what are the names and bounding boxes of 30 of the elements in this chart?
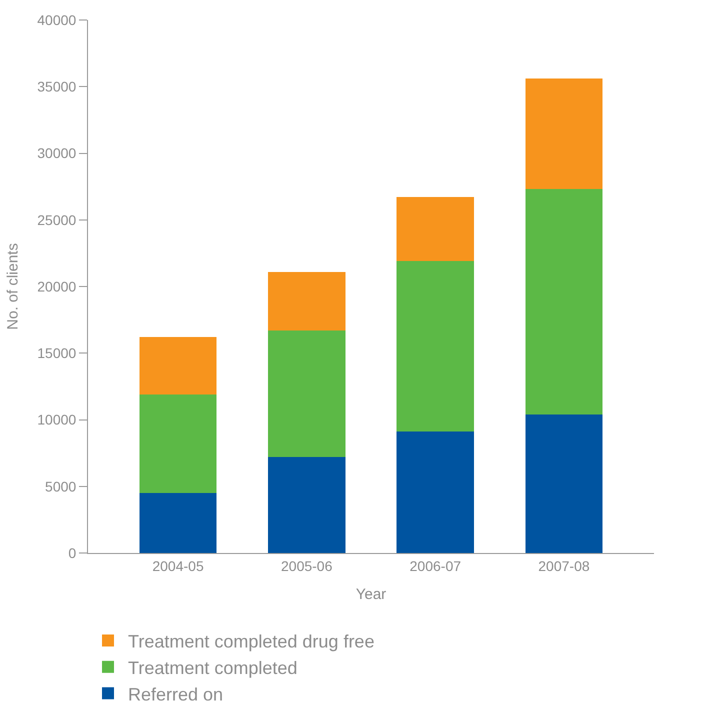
bar bbox=[268, 272, 346, 330]
legend-label: Referred on bbox=[128, 684, 224, 704]
bar bbox=[396, 261, 474, 432]
y-axis-title: No. of clients bbox=[4, 243, 22, 330]
y-tick-label: 10000 bbox=[37, 412, 76, 428]
bar bbox=[268, 330, 346, 458]
bar bbox=[396, 197, 474, 262]
bar bbox=[268, 457, 346, 553]
legend-label: Treatment completed bbox=[128, 658, 298, 678]
bar bbox=[139, 493, 217, 553]
x-tick-label: 2006-07 bbox=[410, 558, 462, 574]
y-tick-label: 40000 bbox=[37, 12, 76, 28]
bar bbox=[396, 432, 474, 553]
y-tick-label: 20000 bbox=[37, 278, 76, 294]
bar bbox=[525, 189, 603, 414]
x-axis-title: Year bbox=[356, 586, 386, 603]
y-tick-label: 5000 bbox=[45, 478, 76, 494]
bar bbox=[525, 78, 603, 190]
bar bbox=[139, 337, 217, 394]
bar bbox=[525, 414, 603, 553]
x-tick-label: 2007-08 bbox=[538, 558, 590, 574]
x-tick-label: 2004-05 bbox=[152, 558, 204, 574]
x-tick-label: 2005-06 bbox=[280, 558, 333, 574]
y-tick-label: 15000 bbox=[37, 345, 76, 362]
y-tick-label: 30000 bbox=[37, 145, 76, 162]
y-tick-label: 25000 bbox=[37, 212, 76, 228]
y-tick-label: 0 bbox=[68, 544, 76, 561]
y-tick-label: 35000 bbox=[37, 78, 76, 95]
bar bbox=[139, 394, 217, 494]
legend-label: Treatment completed drug free bbox=[128, 632, 374, 652]
